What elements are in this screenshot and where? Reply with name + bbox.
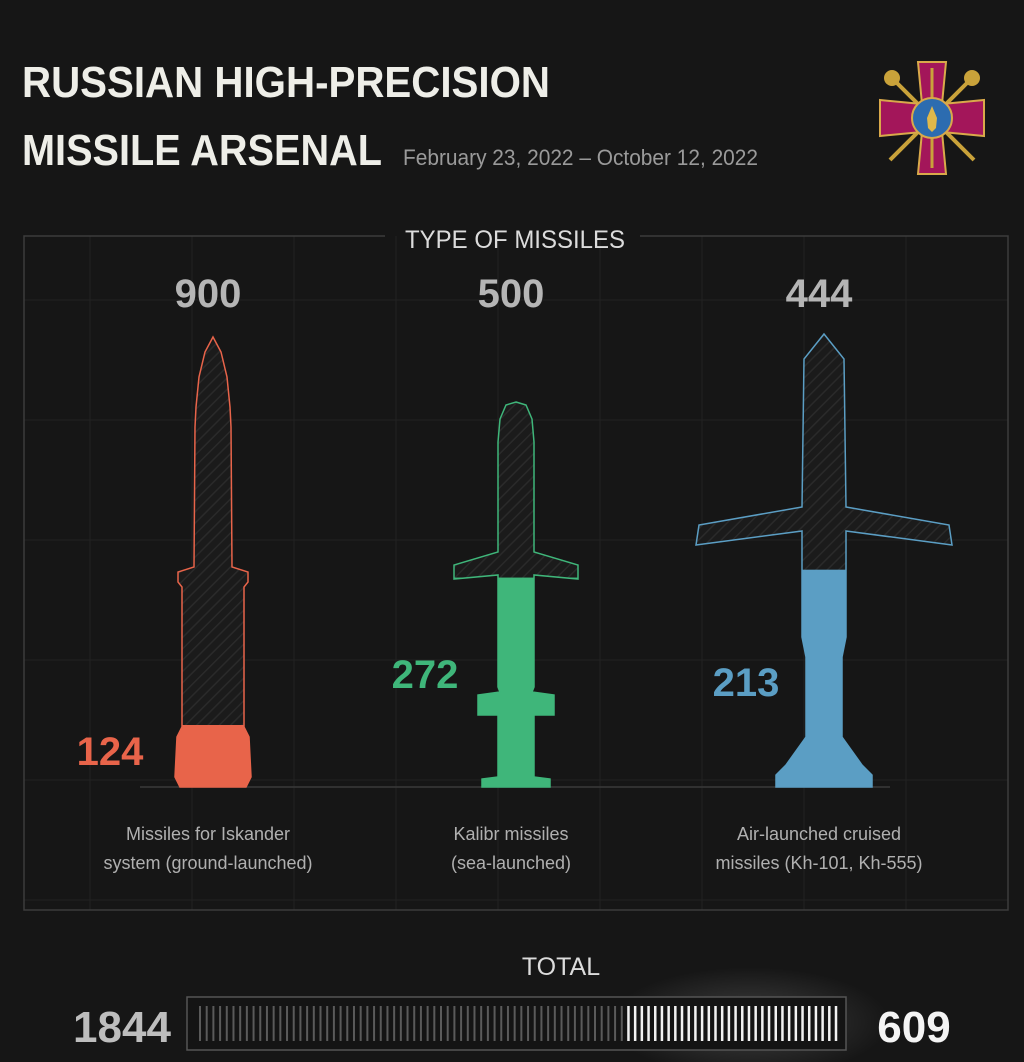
category-label-line2: missiles (Kh-101, Kh-555) xyxy=(715,853,922,873)
title-line-1: RUSSIAN HIGH-PRECISION xyxy=(22,58,550,107)
remaining-value: 124 xyxy=(77,730,144,774)
category-label-line1: Kalibr missiles xyxy=(453,824,568,844)
total-value: 900 xyxy=(175,272,242,316)
missile-group-0: 900 124 Missiles for Iskander system (groun… xyxy=(77,272,313,873)
category-label-line2: system (ground-launched) xyxy=(103,853,312,873)
total-bar-ticks xyxy=(199,1006,838,1041)
total-remaining: 609 xyxy=(877,1003,950,1052)
category-label-line1: Air-launched cruised xyxy=(737,824,901,844)
remaining-value: 213 xyxy=(713,661,780,705)
missile-outline xyxy=(174,335,252,788)
total-bar xyxy=(186,996,847,1051)
remaining-value: 272 xyxy=(392,653,459,697)
category-label-line1: Missiles for Iskander xyxy=(126,824,290,844)
category-label-line2: (sea-launched) xyxy=(451,853,571,873)
emblem-icon xyxy=(879,61,985,175)
total-launched: 1844 xyxy=(73,1003,171,1052)
ballistic-missile-icon xyxy=(175,337,251,787)
missile-outline xyxy=(453,401,579,788)
missile-group-2: 444 213 Air-launched cruised missiles (Kh-1… xyxy=(695,272,953,873)
total-value: 500 xyxy=(478,272,545,316)
total-value: 444 xyxy=(786,272,853,316)
remaining-fill xyxy=(175,725,251,787)
date-range: February 23, 2022 – October 12, 2022 xyxy=(403,145,758,170)
air-launched-missile-icon xyxy=(696,334,952,787)
chart-title: TYPE OF MISSILES xyxy=(405,226,625,254)
total-section: TOTAL 1844 609 xyxy=(73,953,951,1062)
missile-group-1: 500 272 Kalibr missiles (sea-launched) xyxy=(392,272,579,873)
missile-outline xyxy=(695,332,953,788)
total-label: TOTAL xyxy=(522,953,600,981)
title-line-2: MISSILE ARSENAL xyxy=(22,126,382,175)
chart-panel: TYPE OF MISSILES 900 124 Missiles for Iska… xyxy=(23,226,1009,911)
